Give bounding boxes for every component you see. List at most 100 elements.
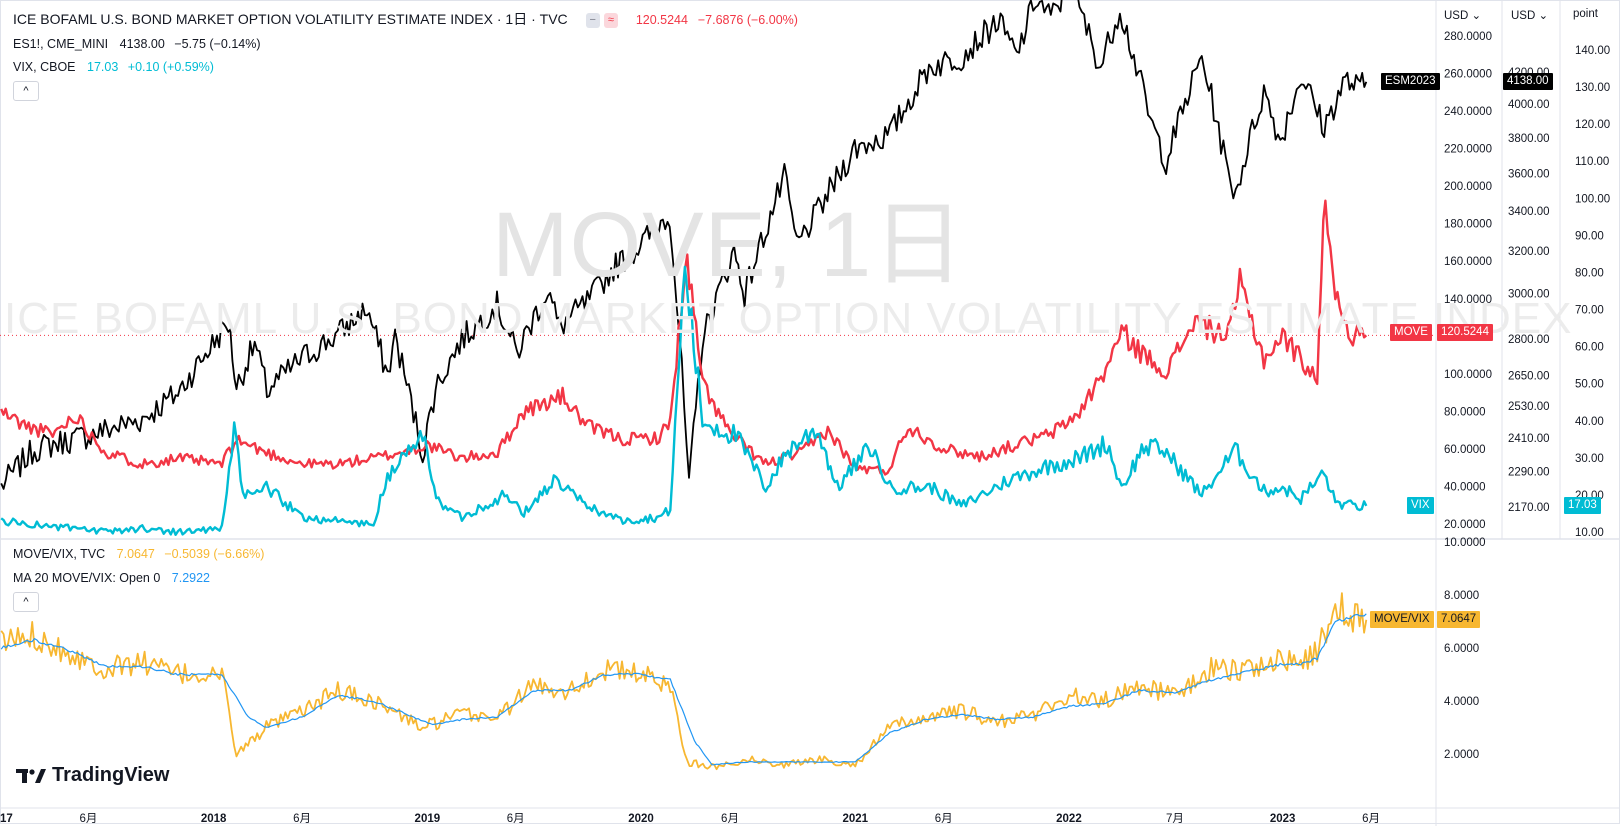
time-axis-tick: 6月 — [293, 813, 311, 825]
ratio-value: 7.0647 — [116, 547, 155, 561]
ratio-axis-tick: 6.0000 — [1444, 643, 1479, 655]
ratio-legend[interactable]: MOVE/VIX, TVC 7.0647 −0.5039 (−6.66%) — [13, 546, 264, 562]
compare-toggle-button[interactable]: − — [585, 12, 600, 28]
collapse-legend-button[interactable]: ^ — [13, 81, 39, 101]
time-axis-tick: 2017 — [0, 813, 13, 825]
tradingview-logo-text: TradingView — [52, 764, 170, 786]
watermark-symbol: MOVE, 1日 — [492, 194, 966, 296]
vix-value: 17.03 — [87, 60, 119, 74]
es-axis-tick: 3400.00 — [1508, 206, 1550, 218]
es-axis-tick: 3800.00 — [1508, 133, 1550, 145]
es-axis-tick: 3600.00 — [1508, 169, 1550, 181]
es-axis-tick: 2410.00 — [1508, 433, 1550, 445]
es-value: 4138.00 — [119, 37, 165, 51]
es-axis-tick: 2650.00 — [1508, 370, 1550, 382]
vix-axis-tick: 120.00 — [1575, 119, 1610, 131]
vix-axis-tick: 130.00 — [1575, 82, 1610, 94]
vix-axis-tick: 110.00 — [1575, 156, 1609, 168]
time-axis-tick: 6月 — [935, 813, 953, 825]
ma-legend[interactable]: MA 20 MOVE/VIX: Open 0 7.2922 — [13, 570, 210, 586]
es-legend[interactable]: ES1!, CME_MINI 4138.00 −5.75 (−0.14%) — [13, 36, 261, 52]
time-axis-tick: 6月 — [721, 813, 739, 825]
ratio-axis-tick: 8.0000 — [1444, 590, 1479, 602]
es-series-line[interactable] — [0, 0, 1368, 490]
vix-axis-tick: 60.00 — [1575, 342, 1604, 354]
vix-axis-tick: 40.00 — [1575, 416, 1604, 428]
move-price-tag: 120.5244 — [1437, 324, 1493, 341]
main-series-value: 120.5244 — [635, 13, 688, 27]
ma-value: 7.2922 — [171, 571, 211, 585]
main-series-title: ICE BOFAML U.S. BOND MARKET OPTION VOLAT… — [13, 11, 568, 27]
move-axis-unit: USD — [1444, 10, 1469, 22]
es-price-tag: 4138.00 — [1503, 73, 1553, 90]
time-axis-tick: 2018 — [201, 813, 227, 825]
move-axis-tick: 260.0000 — [1444, 69, 1492, 81]
vix-price-tag: 17.03 — [1564, 497, 1601, 514]
chevron-up-icon: ^ — [23, 596, 29, 608]
collapse-lower-legend-button[interactable]: ^ — [13, 592, 39, 612]
ratio-symbol: MOVE/VIX, TVC — [13, 547, 106, 561]
vix-axis-tick: 80.00 — [1575, 267, 1604, 279]
time-axis-tick: 2021 — [842, 813, 868, 825]
ratio-price-tag: 7.0647 — [1437, 611, 1481, 628]
vix-tag: VIX — [1407, 497, 1434, 514]
move-axis-tick: 100.0000 — [1444, 369, 1492, 381]
ratio-axis-tick: 4.0000 — [1444, 696, 1479, 708]
ratio-axis-tick: 10.0000 — [1444, 537, 1486, 549]
tradingview-logo-icon — [16, 768, 46, 783]
move-axis-tick: 280.0000 — [1444, 31, 1492, 43]
time-axis-tick: 2023 — [1270, 813, 1296, 825]
es-axis-tick: 2530.00 — [1508, 401, 1550, 413]
move-tag: MOVE — [1390, 324, 1432, 341]
ma-series-line[interactable] — [0, 613, 1367, 766]
es-change: −5.75 (−0.14%) — [174, 37, 261, 51]
vix-axis-tick: 50.00 — [1575, 379, 1604, 391]
es-axis-tick: 2290.00 — [1508, 467, 1550, 479]
es-axis-tick: 3200.00 — [1508, 246, 1550, 258]
vix-axis-tick: 100.00 — [1575, 193, 1610, 205]
es-axis-tick: 4000.00 — [1508, 99, 1550, 111]
ratio-series-line[interactable] — [0, 592, 1368, 771]
vix-axis-tick: 140.00 — [1575, 45, 1610, 57]
time-axis-tick: 6月 — [79, 813, 97, 825]
time-axis-tick: 7月 — [1166, 813, 1184, 825]
ratio-tag: MOVE/VIX — [1370, 611, 1434, 628]
scale-toggle-button[interactable]: ≈ — [603, 12, 618, 28]
vix-series-line[interactable] — [0, 265, 1368, 536]
vix-change: +0.10 (+0.59%) — [127, 60, 214, 74]
main-series-legend[interactable]: ICE BOFAML U.S. BOND MARKET OPTION VOLAT… — [13, 11, 798, 28]
vix-axis-tick: 10.00 — [1575, 527, 1604, 539]
move-axis-tick: 220.0000 — [1444, 144, 1492, 156]
time-axis-tick: 2022 — [1056, 813, 1082, 825]
move-axis-tick: 200.0000 — [1444, 181, 1492, 193]
move-axis-tick: 160.0000 — [1444, 256, 1492, 268]
time-axis-tick: 2019 — [415, 813, 441, 825]
vix-axis-tick: 70.00 — [1575, 305, 1604, 317]
es-axis-tick: 2800.00 — [1508, 334, 1550, 346]
esm-tag: ESM2023 — [1381, 73, 1440, 90]
time-axis-tick: 6月 — [507, 813, 525, 825]
vix-symbol: VIX, CBOE — [13, 60, 76, 74]
vix-axis-tick: 30.00 — [1575, 453, 1604, 465]
move-axis-header[interactable]: USD ⌄ — [1444, 8, 1481, 22]
vix-axis-unit: point — [1573, 8, 1598, 20]
watermark-description: ICE BOFAML U.S. BOND MARKET OPTION VOLAT… — [4, 294, 1573, 343]
vix-legend[interactable]: VIX, CBOE 17.03 +0.10 (+0.59%) — [13, 59, 214, 75]
move-axis-tick: 60.0000 — [1444, 444, 1486, 456]
es-axis-header[interactable]: USD ⌄ — [1511, 8, 1548, 22]
chevron-up-icon: ^ — [23, 85, 29, 97]
es-axis-tick: 2170.00 — [1508, 502, 1550, 514]
vix-axis-header[interactable]: point — [1573, 8, 1598, 20]
time-axis-tick: 6月 — [1362, 813, 1380, 825]
es-axis-tick: 3000.00 — [1508, 289, 1550, 301]
tradingview-logo[interactable]: TradingView — [16, 764, 169, 787]
move-axis-tick: 180.0000 — [1444, 219, 1492, 231]
move-axis-tick: 40.0000 — [1444, 481, 1486, 493]
ratio-axis-tick: 2.0000 — [1444, 749, 1479, 761]
move-axis-tick: 140.0000 — [1444, 294, 1492, 306]
move-axis-tick: 80.0000 — [1444, 406, 1486, 418]
ratio-change: −0.5039 (−6.66%) — [164, 547, 265, 561]
chevron-down-icon: ⌄ — [1538, 10, 1549, 22]
